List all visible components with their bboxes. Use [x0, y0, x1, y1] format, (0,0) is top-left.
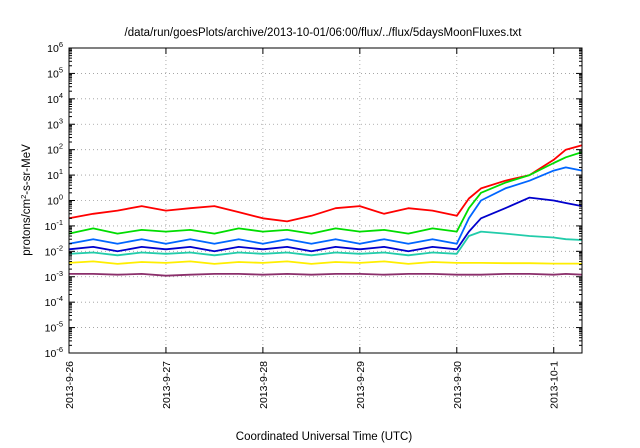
y-tick-label-base: 10 [47, 196, 59, 208]
y-tick-label: 10-4 [45, 294, 63, 309]
y-tick-label-base: 10 [47, 170, 59, 182]
series-line-5 [68, 230, 583, 257]
y-axis-label-superscript: 2 [19, 195, 28, 199]
y-tick-label-exponent: -6 [56, 345, 63, 354]
y-tick-label-exponent: -3 [56, 269, 63, 278]
series-line-1 [68, 144, 583, 223]
y-tick-label-exponent: 6 [59, 40, 63, 49]
y-tick-label: 10-5 [45, 320, 63, 335]
x-tick-label: 2013-9-28 [258, 361, 270, 409]
grid-lines [68, 48, 582, 353]
y-tick-label-exponent: 5 [59, 65, 63, 74]
x-tick-label: 2013-10-1 [549, 361, 561, 409]
y-tick-label: 10-3 [45, 269, 63, 284]
y-tick-label-base: 10 [45, 221, 57, 233]
y-axis-label-part-2: -s-sr-MeV [21, 144, 33, 195]
y-tick-label-base: 10 [47, 68, 59, 80]
y-tick-label-exponent: 1 [59, 167, 63, 176]
data-series [68, 144, 583, 277]
y-tick-label-exponent: -5 [56, 320, 63, 329]
y-tick-label: 10-6 [45, 345, 63, 360]
x-tick-label: 2013-9-29 [355, 361, 367, 409]
y-tick-label-exponent: 3 [59, 116, 63, 125]
series-line-4 [68, 196, 583, 253]
series-line-3 [68, 166, 583, 245]
series-line-7 [69, 272, 583, 277]
x-axis-ticks: 2013-9-26 2013-9-27 2013-9-28 2013-9-29 2013… [64, 48, 561, 409]
y-tick-label: 10-2 [45, 243, 63, 258]
y-tick-label: 103 [47, 116, 63, 131]
y-tick-label-base: 10 [47, 94, 59, 106]
series-line-6 [68, 260, 582, 265]
y-axis-ticks: 10-610-510-410-310-210-11001011021031041… [45, 40, 582, 360]
y-tick-label-base: 10 [47, 145, 59, 157]
y-tick-label-base: 10 [47, 43, 59, 55]
y-tick-label: 102 [47, 142, 63, 157]
y-tick-label-exponent: -4 [56, 294, 63, 303]
y-tick-label-base: 10 [45, 348, 57, 360]
x-tick-label: 2013-9-27 [161, 361, 173, 409]
y-tick-label: 105 [47, 65, 63, 80]
y-tick-label-exponent: -2 [56, 243, 63, 252]
series-line-2 [68, 151, 583, 235]
y-tick-label-base: 10 [45, 272, 57, 284]
y-tick-label: 104 [47, 91, 63, 106]
y-tick-label: 106 [47, 40, 63, 55]
x-axis-label: Coordinated Universal Time (UTC) [236, 431, 413, 443]
x-tick-label: 2013-9-26 [64, 361, 76, 409]
y-tick-label-exponent: -1 [56, 218, 63, 227]
y-axis-label-part-1: protons/cm [21, 199, 33, 256]
y-tick-label: 100 [47, 193, 63, 208]
y-tick-label-exponent: 4 [59, 91, 63, 100]
y-tick-label: 10-1 [45, 218, 63, 233]
y-tick-label-base: 10 [45, 323, 57, 335]
chart-title: /data/run/goesPlots/archive/2013-10-01/0… [125, 27, 523, 39]
y-tick-label-base: 10 [45, 246, 57, 258]
y-tick-label-base: 10 [45, 297, 57, 309]
x-tick-label: 2013-9-30 [452, 361, 464, 409]
y-tick-label: 101 [47, 167, 63, 182]
y-tick-label-exponent: 0 [59, 193, 63, 202]
y-tick-label-base: 10 [47, 119, 59, 131]
y-axis-label: protons/cm2-s-sr-MeV [19, 144, 33, 256]
y-tick-label-exponent: 2 [59, 142, 63, 151]
